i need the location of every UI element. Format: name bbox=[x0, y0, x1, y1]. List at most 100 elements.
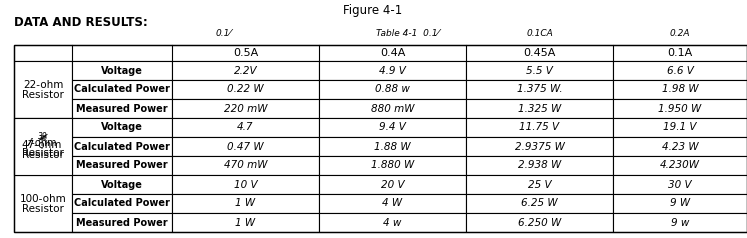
Text: 47-ohm: 47-ohm bbox=[22, 139, 62, 149]
Text: Voltage: Voltage bbox=[101, 123, 143, 133]
Bar bbox=[319, 99, 466, 118]
Text: 6.25 W: 6.25 W bbox=[521, 198, 558, 208]
Bar bbox=[613, 99, 747, 118]
Text: Calculated Power: Calculated Power bbox=[74, 198, 170, 208]
Text: 4.7: 4.7 bbox=[238, 123, 254, 133]
Text: Table 4-1  0.1⁄: Table 4-1 0.1⁄ bbox=[376, 30, 438, 39]
Text: Resistor: Resistor bbox=[22, 204, 64, 214]
Bar bbox=[72, 80, 172, 99]
Text: Voltage: Voltage bbox=[101, 65, 143, 75]
Bar bbox=[14, 118, 72, 175]
Bar bbox=[319, 175, 466, 194]
Text: 0.4A: 0.4A bbox=[379, 48, 405, 58]
Bar bbox=[172, 99, 319, 118]
Bar bbox=[172, 118, 319, 137]
Bar bbox=[172, 175, 319, 194]
Text: 1.375 W.: 1.375 W. bbox=[517, 84, 562, 94]
Text: 30 V: 30 V bbox=[668, 179, 692, 189]
Bar bbox=[319, 213, 466, 232]
Bar bbox=[466, 137, 613, 156]
Text: 9 w: 9 w bbox=[671, 218, 689, 228]
Bar bbox=[72, 99, 172, 118]
Text: DATA AND RESULTS:: DATA AND RESULTS: bbox=[14, 16, 148, 29]
Text: Calculated Power: Calculated Power bbox=[74, 142, 170, 152]
Bar bbox=[72, 137, 172, 156]
Text: 220 mW: 220 mW bbox=[224, 104, 267, 114]
Text: 100-ohm: 100-ohm bbox=[19, 193, 66, 203]
Text: 9 W: 9 W bbox=[670, 198, 690, 208]
Bar bbox=[72, 61, 172, 80]
Bar bbox=[613, 194, 747, 213]
Bar bbox=[613, 61, 747, 80]
Bar bbox=[319, 137, 466, 156]
Bar bbox=[466, 99, 613, 118]
Text: Resistor: Resistor bbox=[22, 149, 64, 159]
Text: 4 w: 4 w bbox=[383, 218, 402, 228]
Bar bbox=[14, 118, 72, 175]
Bar bbox=[72, 194, 172, 213]
Text: 1 W: 1 W bbox=[235, 218, 255, 228]
Text: 6.6 V: 6.6 V bbox=[666, 65, 693, 75]
Bar bbox=[466, 194, 613, 213]
Text: 1 W: 1 W bbox=[235, 198, 255, 208]
Text: 4.230W: 4.230W bbox=[660, 160, 700, 170]
Bar bbox=[613, 118, 747, 137]
Text: 39: 39 bbox=[39, 134, 48, 140]
Bar bbox=[466, 213, 613, 232]
Bar bbox=[613, 137, 747, 156]
Text: 25 V: 25 V bbox=[527, 179, 551, 189]
Text: 0.2A: 0.2A bbox=[670, 30, 690, 39]
Bar bbox=[172, 194, 319, 213]
Text: Resistor: Resistor bbox=[22, 90, 64, 100]
Text: 5.5 V: 5.5 V bbox=[526, 65, 553, 75]
Text: 1.88 W: 1.88 W bbox=[374, 142, 411, 152]
Bar bbox=[466, 156, 613, 175]
Bar bbox=[613, 80, 747, 99]
Text: 39: 39 bbox=[38, 132, 48, 141]
Text: Voltage: Voltage bbox=[101, 179, 143, 189]
Bar bbox=[319, 194, 466, 213]
Text: 0.88 w: 0.88 w bbox=[375, 84, 410, 94]
Text: 4.9 V: 4.9 V bbox=[379, 65, 406, 75]
Bar bbox=[14, 45, 747, 232]
Bar bbox=[172, 213, 319, 232]
Bar bbox=[319, 156, 466, 175]
Text: 470 mW: 470 mW bbox=[224, 160, 267, 170]
Text: 0.45A: 0.45A bbox=[524, 48, 556, 58]
Text: 6.250 W: 6.250 W bbox=[518, 218, 561, 228]
Bar bbox=[14, 61, 72, 118]
Text: 0.1A: 0.1A bbox=[667, 48, 692, 58]
Bar bbox=[72, 156, 172, 175]
Text: Resistor: Resistor bbox=[22, 149, 64, 159]
Bar bbox=[466, 61, 613, 80]
Text: 1.880 W: 1.880 W bbox=[371, 160, 414, 170]
Text: 0.5A: 0.5A bbox=[233, 48, 258, 58]
Bar bbox=[319, 80, 466, 99]
Bar bbox=[319, 118, 466, 137]
Text: 22-ohm: 22-ohm bbox=[23, 79, 63, 89]
Text: 2.9375 W: 2.9375 W bbox=[515, 142, 565, 152]
Bar bbox=[72, 175, 172, 194]
Text: Figure 4-1: Figure 4-1 bbox=[344, 4, 403, 17]
Bar bbox=[172, 80, 319, 99]
Bar bbox=[466, 175, 613, 194]
Bar bbox=[14, 175, 72, 232]
Text: 4 W: 4 W bbox=[382, 198, 403, 208]
Text: Measured Power: Measured Power bbox=[76, 218, 168, 228]
Bar bbox=[172, 137, 319, 156]
Bar bbox=[72, 213, 172, 232]
Bar bbox=[613, 175, 747, 194]
Text: 20 V: 20 V bbox=[381, 179, 404, 189]
Bar bbox=[172, 156, 319, 175]
Text: 1.325 W: 1.325 W bbox=[518, 104, 561, 114]
Text: 4.23 W: 4.23 W bbox=[662, 142, 698, 152]
Text: 1.98 W: 1.98 W bbox=[662, 84, 698, 94]
Text: 19.1 V: 19.1 V bbox=[663, 123, 697, 133]
Bar bbox=[613, 213, 747, 232]
Text: 880 mW: 880 mW bbox=[371, 104, 415, 114]
Text: 11.75 V: 11.75 V bbox=[519, 123, 560, 133]
Text: Calculated Power: Calculated Power bbox=[74, 84, 170, 94]
Bar bbox=[72, 118, 172, 137]
Text: 9.4 V: 9.4 V bbox=[379, 123, 406, 133]
Text: ⁄⁄-ohm: ⁄⁄-ohm bbox=[28, 139, 58, 149]
